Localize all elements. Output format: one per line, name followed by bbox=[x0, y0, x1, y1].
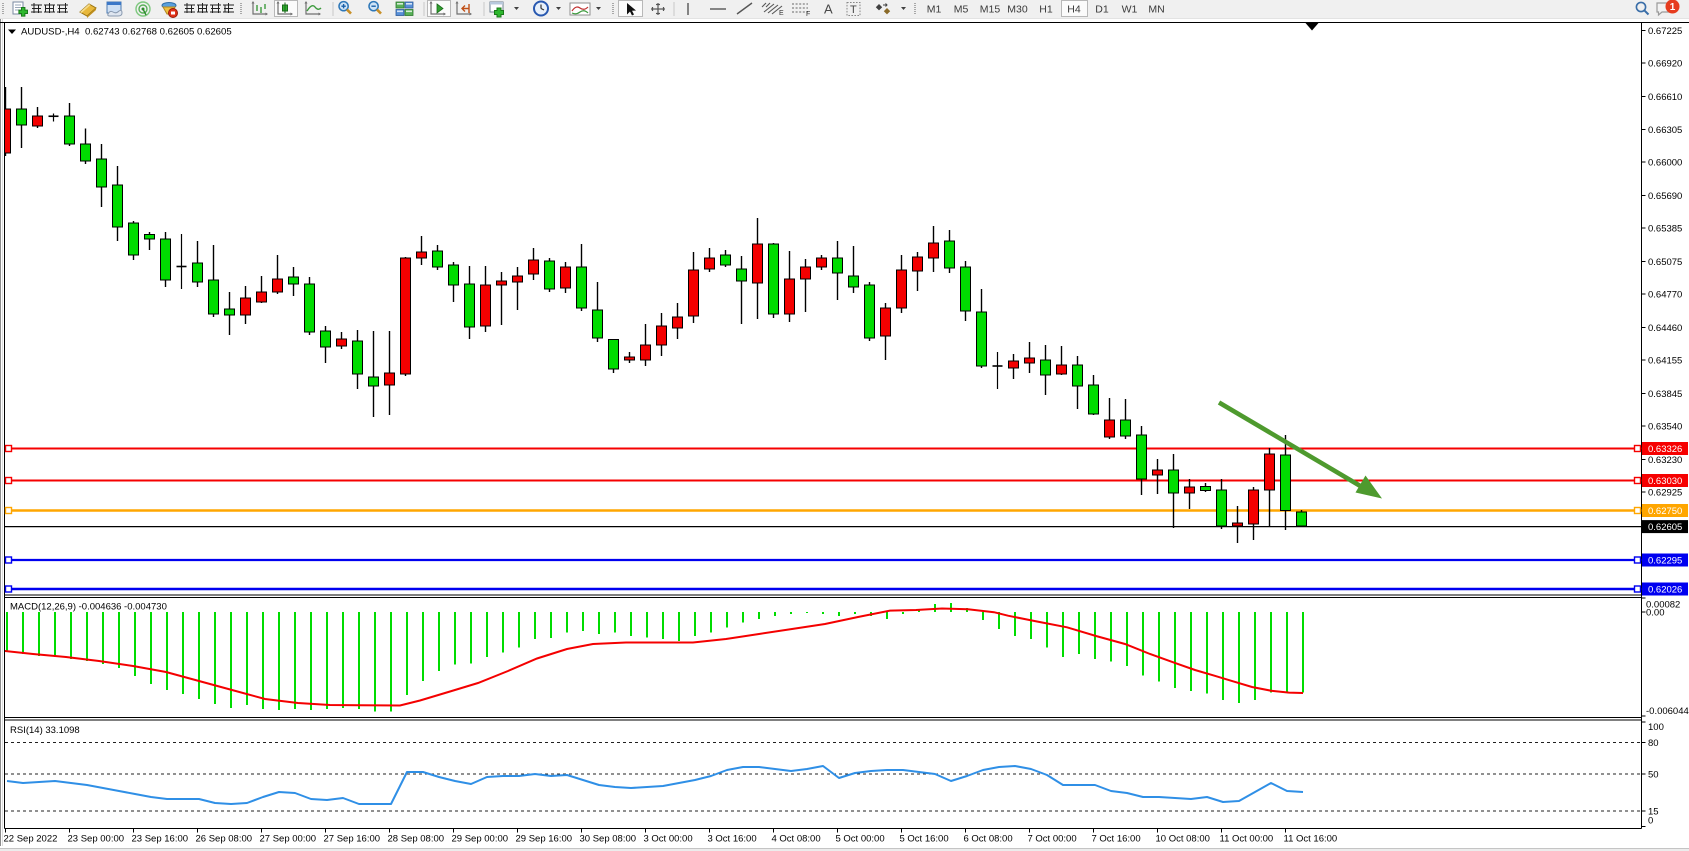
svg-text:W1: W1 bbox=[1122, 4, 1138, 16]
svg-text:5 Oct 16:00: 5 Oct 16:00 bbox=[900, 834, 949, 845]
svg-text:28 Sep 08:00: 28 Sep 08:00 bbox=[388, 834, 445, 845]
svg-text:100: 100 bbox=[1648, 722, 1664, 733]
svg-text:0.64770: 0.64770 bbox=[1648, 290, 1682, 301]
svg-text:6 Oct 08:00: 6 Oct 08:00 bbox=[964, 834, 1013, 845]
svg-text:23 Sep 00:00: 23 Sep 00:00 bbox=[68, 834, 125, 845]
svg-text:M15: M15 bbox=[980, 4, 1001, 16]
svg-text:D1: D1 bbox=[1095, 4, 1109, 16]
svg-text:0.66920: 0.66920 bbox=[1648, 59, 1682, 70]
svg-text:0.63845: 0.63845 bbox=[1648, 389, 1682, 400]
svg-text:7 Oct 16:00: 7 Oct 16:00 bbox=[1092, 834, 1141, 845]
svg-text:0: 0 bbox=[1648, 816, 1653, 827]
svg-text:4 Oct 08:00: 4 Oct 08:00 bbox=[772, 834, 821, 845]
svg-text:RSI(14) 33.1098: RSI(14) 33.1098 bbox=[10, 725, 80, 736]
svg-text:0.62026: 0.62026 bbox=[1648, 585, 1682, 596]
svg-text:0.62750: 0.62750 bbox=[1648, 506, 1682, 517]
svg-text:E: E bbox=[779, 10, 784, 17]
svg-text:H1: H1 bbox=[1039, 4, 1053, 16]
svg-text:A: A bbox=[824, 2, 833, 17]
svg-text:80: 80 bbox=[1648, 738, 1659, 749]
svg-text:0.65075: 0.65075 bbox=[1648, 257, 1682, 268]
svg-text:0.00082: 0.00082 bbox=[1646, 600, 1680, 611]
svg-text:0.63030: 0.63030 bbox=[1648, 476, 1682, 487]
svg-text:29 Sep 16:00: 29 Sep 16:00 bbox=[516, 834, 573, 845]
svg-text:0.66000: 0.66000 bbox=[1648, 158, 1682, 169]
svg-text:T: T bbox=[850, 4, 857, 16]
svg-text:0.63540: 0.63540 bbox=[1648, 422, 1682, 433]
svg-text:MN: MN bbox=[1148, 4, 1164, 16]
svg-text:0.63326: 0.63326 bbox=[1648, 444, 1682, 455]
svg-text:0.66305: 0.66305 bbox=[1648, 125, 1682, 136]
svg-text:-0.006044: -0.006044 bbox=[1646, 706, 1689, 717]
svg-text:3 Oct 16:00: 3 Oct 16:00 bbox=[708, 834, 757, 845]
svg-text:26 Sep 08:00: 26 Sep 08:00 bbox=[196, 834, 253, 845]
svg-text:22 Sep 2022: 22 Sep 2022 bbox=[4, 834, 58, 845]
svg-text:M30: M30 bbox=[1007, 4, 1028, 16]
svg-text:3 Oct 00:00: 3 Oct 00:00 bbox=[644, 834, 693, 845]
svg-text:MACD(12,26,9) -0.004636 -0.004: MACD(12,26,9) -0.004636 -0.004730 bbox=[10, 602, 167, 613]
svg-text:0.65385: 0.65385 bbox=[1648, 224, 1682, 235]
svg-text:AUDUSD-,H4 0.62743 0.62768 0.: AUDUSD-,H4 0.62743 0.62768 0.62605 0.626… bbox=[21, 27, 232, 38]
svg-text:0.62295: 0.62295 bbox=[1648, 556, 1682, 567]
svg-text:27 Sep 00:00: 27 Sep 00:00 bbox=[260, 834, 317, 845]
svg-text:5 Oct 00:00: 5 Oct 00:00 bbox=[836, 834, 885, 845]
svg-text:11 Oct 00:00: 11 Oct 00:00 bbox=[1220, 834, 1274, 845]
svg-text:0.00: 0.00 bbox=[1646, 608, 1665, 619]
svg-text:0.63230: 0.63230 bbox=[1648, 455, 1682, 466]
svg-text:0.62605: 0.62605 bbox=[1648, 522, 1682, 533]
svg-text:F: F bbox=[806, 11, 810, 18]
svg-text:23 Sep 16:00: 23 Sep 16:00 bbox=[132, 834, 189, 845]
svg-text:10 Oct 08:00: 10 Oct 08:00 bbox=[1156, 834, 1210, 845]
svg-text:M5: M5 bbox=[954, 4, 969, 16]
svg-text:30 Sep 08:00: 30 Sep 08:00 bbox=[580, 834, 637, 845]
svg-text:0.64460: 0.64460 bbox=[1648, 323, 1682, 334]
svg-text:15: 15 bbox=[1648, 807, 1659, 818]
svg-text:0.65690: 0.65690 bbox=[1648, 191, 1682, 202]
svg-text:7 Oct 00:00: 7 Oct 00:00 bbox=[1028, 834, 1077, 845]
svg-text:H4: H4 bbox=[1067, 4, 1081, 16]
svg-text:0.62925: 0.62925 bbox=[1648, 488, 1682, 499]
svg-text:27 Sep 16:00: 27 Sep 16:00 bbox=[324, 834, 381, 845]
svg-text:1: 1 bbox=[1670, 2, 1676, 13]
svg-text:M1: M1 bbox=[927, 4, 942, 16]
svg-text:50: 50 bbox=[1648, 770, 1659, 781]
svg-text:0.64155: 0.64155 bbox=[1648, 356, 1682, 367]
svg-text:0.67225: 0.67225 bbox=[1648, 26, 1682, 37]
svg-text:0.66610: 0.66610 bbox=[1648, 92, 1682, 103]
svg-text:29 Sep 00:00: 29 Sep 00:00 bbox=[452, 834, 509, 845]
svg-text:11 Oct 16:00: 11 Oct 16:00 bbox=[1284, 834, 1338, 845]
